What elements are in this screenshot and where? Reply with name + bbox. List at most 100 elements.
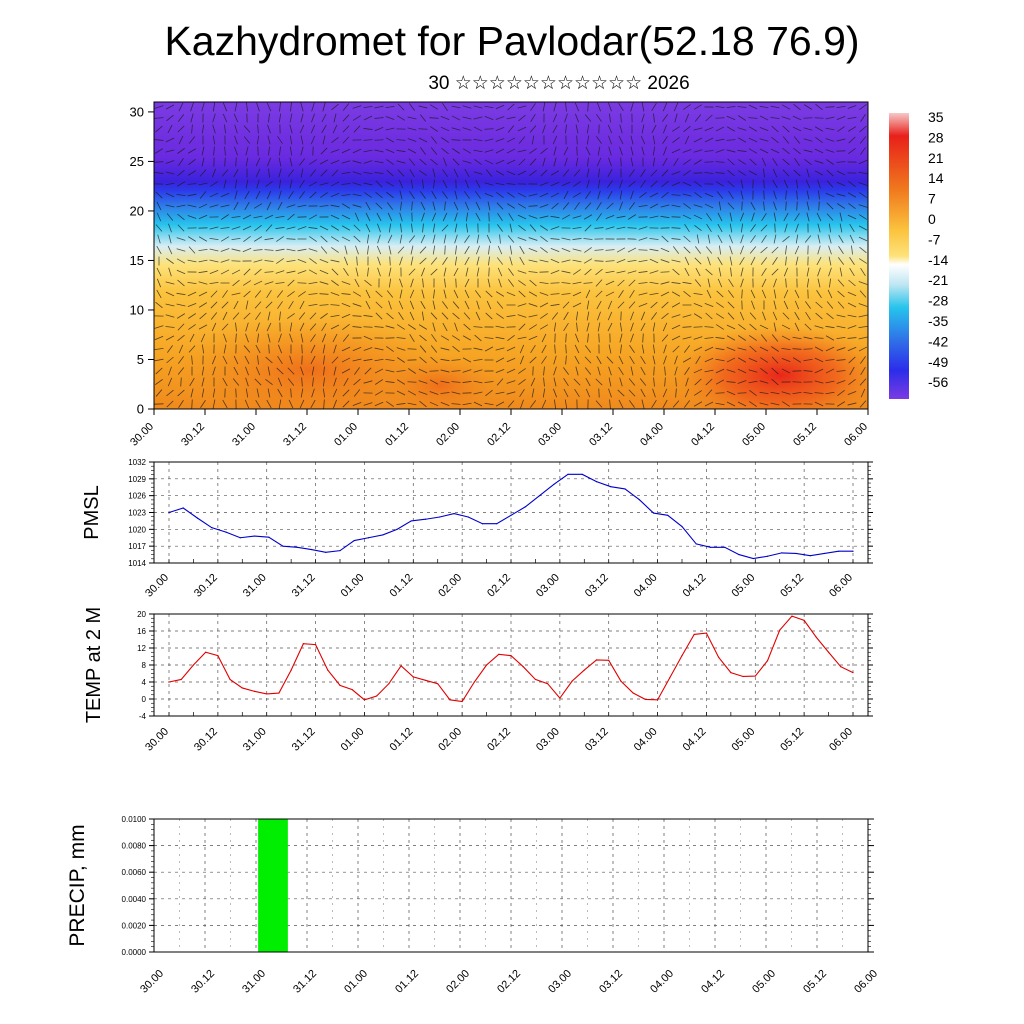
wind-vector bbox=[606, 356, 614, 364]
wind-vector bbox=[462, 369, 472, 373]
wind-vector bbox=[497, 245, 503, 255]
wind-vector bbox=[298, 312, 306, 320]
wind-vector bbox=[553, 102, 557, 112]
wind-vector bbox=[377, 234, 381, 244]
wind-vector bbox=[749, 158, 757, 166]
x-tick-label: 04.00 bbox=[638, 421, 666, 449]
wind-vector bbox=[496, 313, 504, 319]
wind-vector bbox=[235, 333, 237, 343]
data-point bbox=[791, 615, 793, 617]
wind-vector bbox=[585, 191, 591, 199]
wind-vector bbox=[487, 201, 491, 211]
wind-vector bbox=[198, 270, 208, 274]
wind-vector bbox=[399, 190, 403, 200]
wind-vector bbox=[341, 357, 351, 363]
wind-vector bbox=[440, 126, 450, 132]
wind-vector bbox=[771, 378, 779, 386]
wind-vector bbox=[442, 169, 448, 177]
wind-vector bbox=[585, 388, 591, 398]
wind-vector bbox=[794, 300, 800, 310]
wind-vector bbox=[638, 282, 648, 284]
wind-vector bbox=[847, 346, 857, 352]
wind-vector bbox=[275, 270, 285, 274]
wind-vector bbox=[398, 300, 404, 310]
wind-vector bbox=[640, 366, 646, 376]
wind-vector bbox=[749, 389, 757, 397]
wind-vector bbox=[355, 245, 359, 255]
wind-vector bbox=[860, 356, 866, 364]
wind-vector bbox=[814, 368, 824, 374]
wind-vector bbox=[782, 312, 790, 320]
wind-vector bbox=[176, 193, 186, 197]
wind-vector bbox=[287, 378, 295, 386]
wind-vector bbox=[473, 116, 483, 120]
x-tick-label: 31.00 bbox=[241, 572, 269, 600]
data-point bbox=[192, 664, 195, 666]
wind-vector bbox=[288, 300, 294, 310]
wind-vector bbox=[341, 313, 351, 319]
wind-vector bbox=[455, 245, 457, 255]
wind-vector bbox=[618, 366, 624, 376]
wind-vector bbox=[176, 258, 186, 264]
wind-vector bbox=[858, 225, 868, 231]
wind-vector bbox=[352, 193, 362, 197]
wind-vector bbox=[672, 136, 680, 144]
wind-vector bbox=[465, 223, 469, 233]
wind-vector bbox=[773, 234, 777, 244]
wind-vector bbox=[704, 137, 714, 143]
wind-vector bbox=[176, 204, 186, 208]
y-tick-label: 1017 bbox=[128, 542, 146, 551]
wind-vector bbox=[859, 103, 867, 111]
wind-vector bbox=[451, 115, 461, 121]
y-tick-label: 0.0040 bbox=[122, 895, 147, 904]
wind-vector bbox=[400, 201, 402, 211]
wind-vector bbox=[518, 290, 526, 298]
data-point bbox=[669, 677, 671, 679]
wind-vector bbox=[451, 139, 461, 141]
wind-vector bbox=[244, 190, 250, 200]
wind-vector bbox=[638, 302, 648, 308]
wind-vector bbox=[596, 355, 602, 365]
wind-vector bbox=[388, 267, 392, 277]
wind-vector bbox=[849, 223, 855, 233]
wind-vector bbox=[794, 158, 800, 166]
wind-vector bbox=[671, 314, 681, 318]
wind-vector bbox=[341, 193, 351, 197]
wind-vector bbox=[608, 377, 612, 387]
data-point bbox=[510, 514, 512, 516]
wind-vector bbox=[795, 223, 799, 233]
wind-vector bbox=[245, 157, 249, 167]
wind-vector bbox=[583, 214, 593, 220]
data-point bbox=[424, 679, 427, 681]
wind-vector bbox=[176, 303, 186, 307]
wind-vector bbox=[187, 183, 197, 185]
wind-vector bbox=[518, 114, 526, 122]
x-tick-label: 03.00 bbox=[534, 726, 562, 754]
wind-vector bbox=[429, 104, 439, 110]
wind-vector bbox=[662, 322, 668, 332]
wind-vector bbox=[828, 267, 832, 277]
data-point bbox=[412, 676, 414, 678]
wind-vector bbox=[617, 279, 625, 287]
wind-vector bbox=[201, 102, 205, 112]
wind-vector bbox=[805, 312, 811, 320]
wind-vector bbox=[561, 181, 571, 187]
wind-vector bbox=[594, 260, 604, 262]
wind-vector bbox=[484, 128, 494, 130]
wind-vector bbox=[188, 345, 196, 353]
wind-vector bbox=[462, 357, 472, 363]
wind-vector bbox=[342, 389, 350, 397]
wind-vector bbox=[815, 137, 823, 143]
wind-vector bbox=[628, 301, 636, 309]
wind-vector bbox=[860, 147, 866, 155]
wind-vector bbox=[563, 311, 569, 321]
x-tick-label: 01.00 bbox=[339, 572, 367, 600]
wind-vector bbox=[693, 292, 703, 296]
x-tick-label: 30.12 bbox=[192, 572, 220, 600]
wind-vector bbox=[265, 224, 273, 232]
wind-vector bbox=[586, 179, 590, 189]
wind-vector bbox=[671, 148, 681, 154]
wind-vector bbox=[517, 214, 527, 220]
wind-vector bbox=[464, 278, 470, 288]
